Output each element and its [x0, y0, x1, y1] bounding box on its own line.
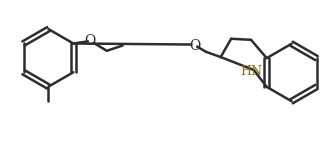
Text: O: O: [84, 34, 96, 48]
Text: O: O: [189, 39, 200, 53]
Text: HN: HN: [240, 65, 262, 78]
